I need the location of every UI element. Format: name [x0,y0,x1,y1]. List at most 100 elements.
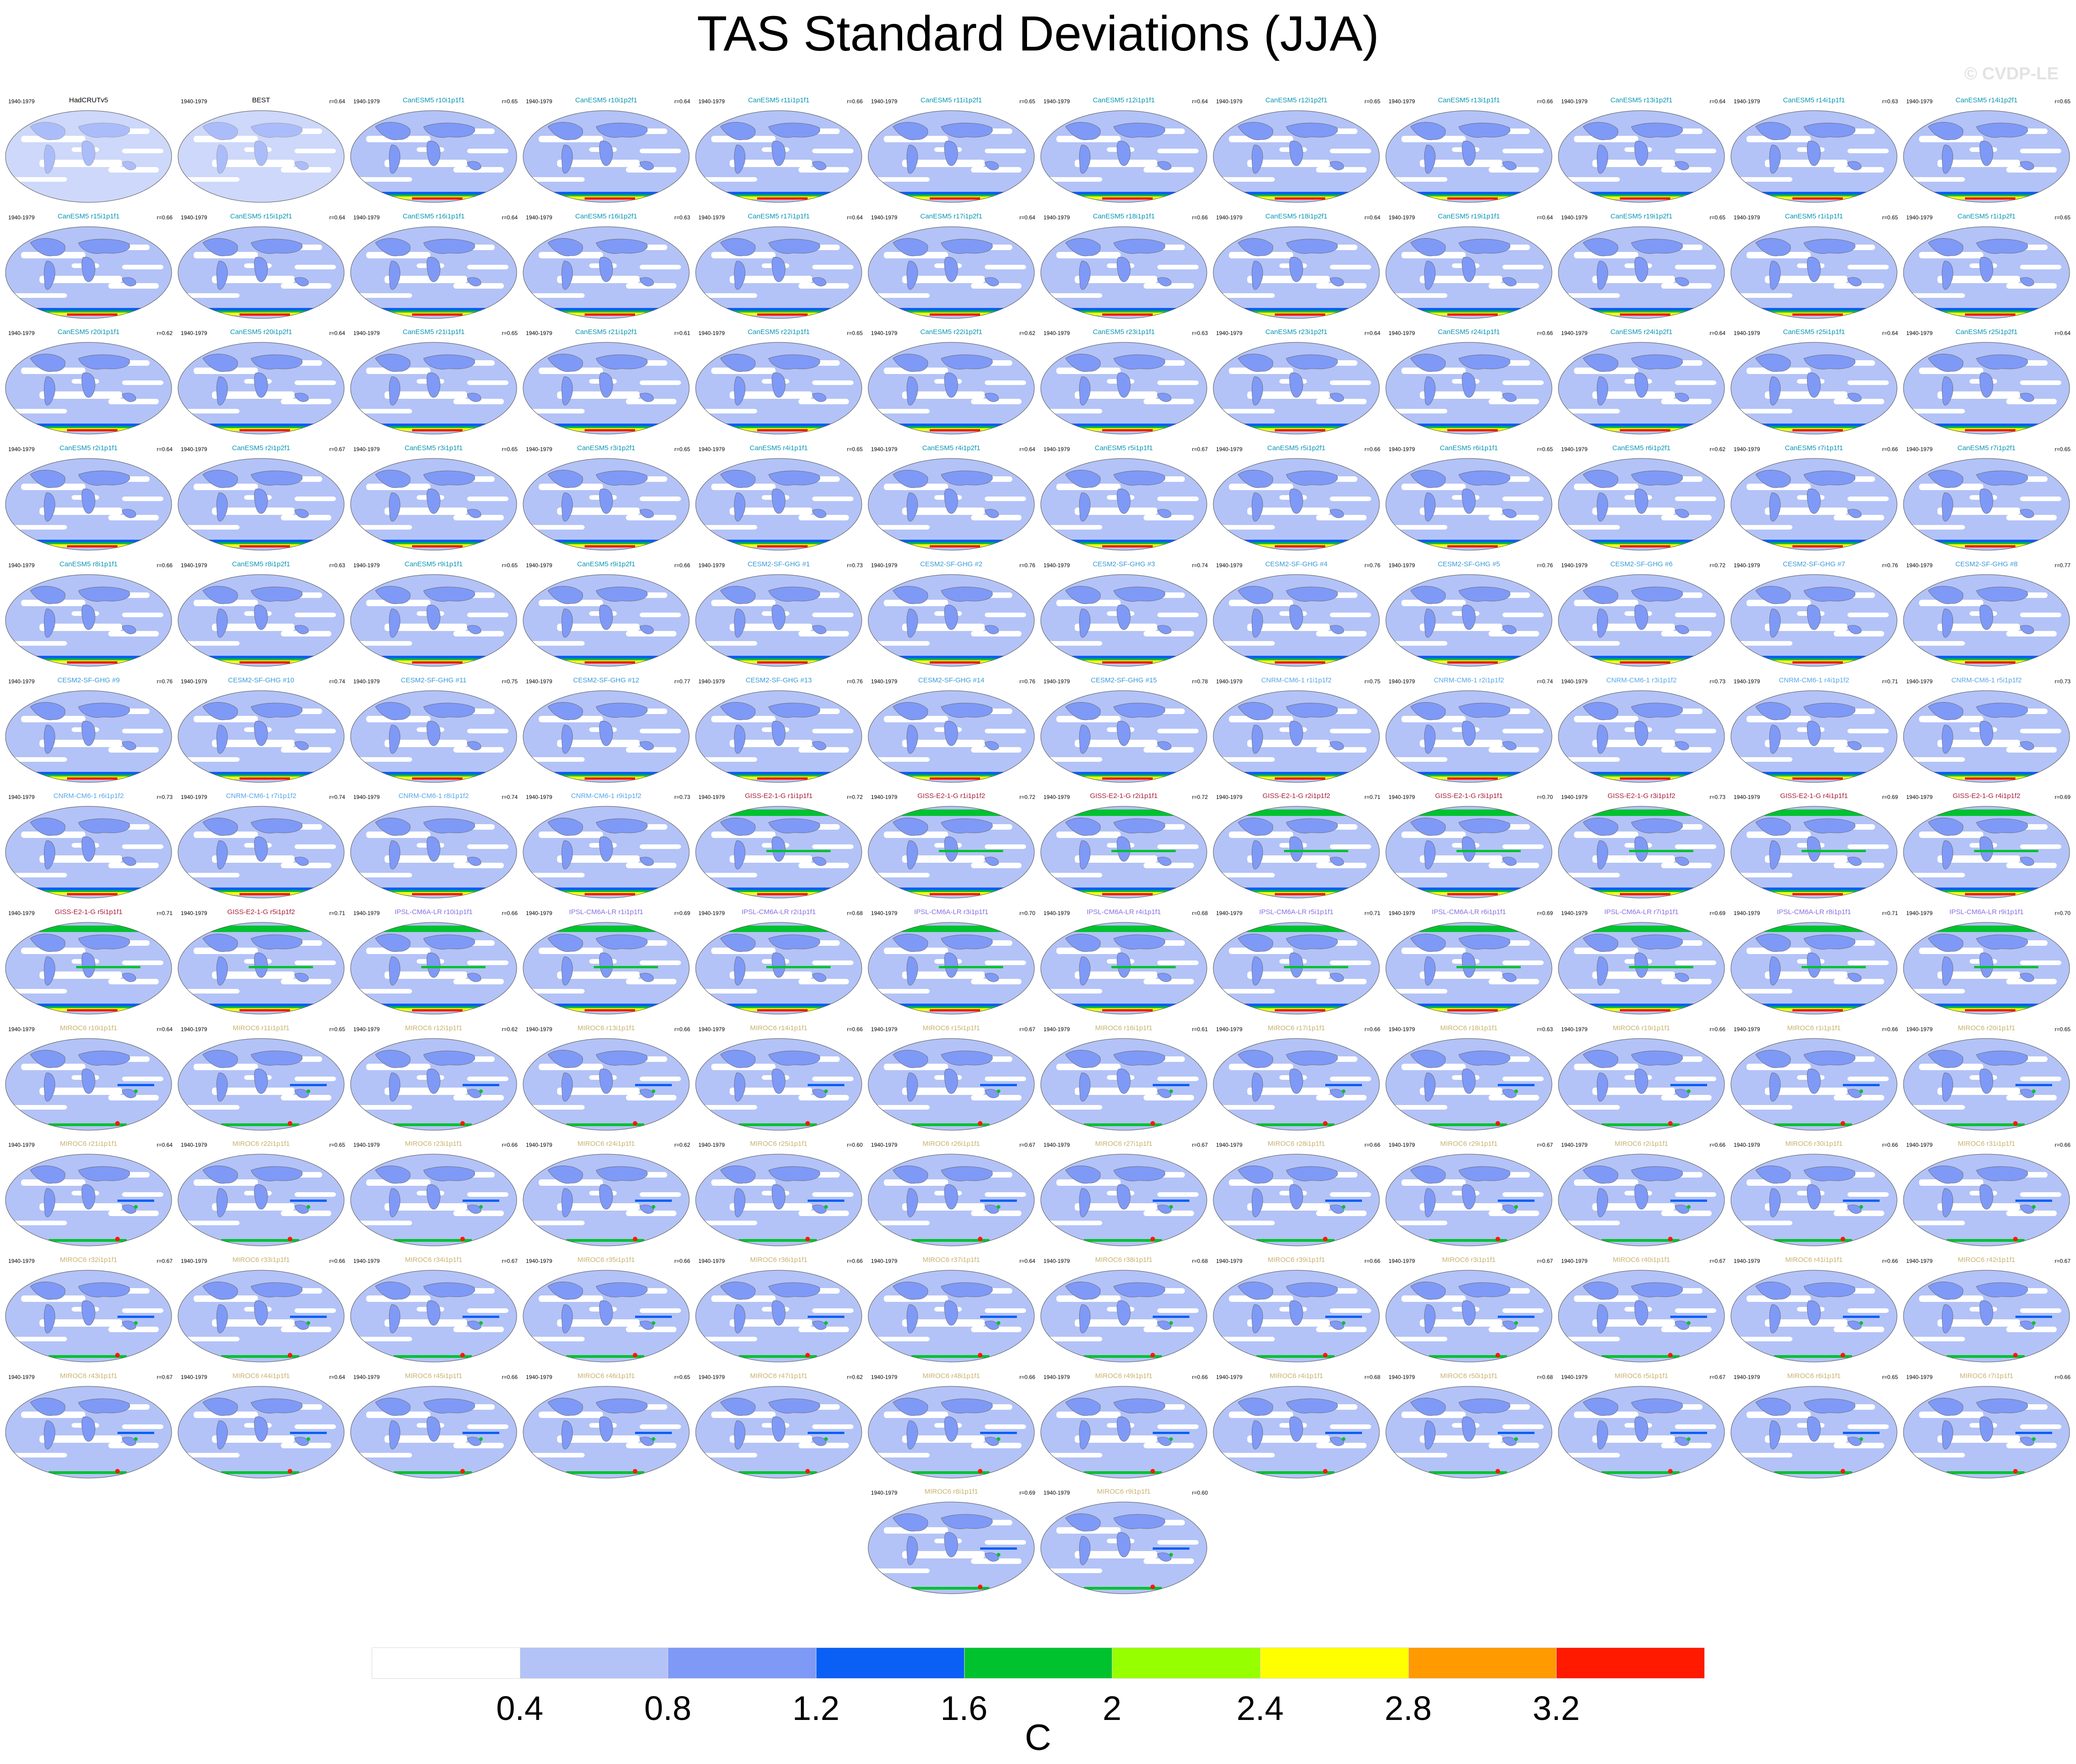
panel-title: CanESM5 r5i1p2f1 [1267,444,1326,452]
map-panel: 1940-1979 GISS-E2-1-G r5i1p1f1 r=0.71 [3,908,174,1016]
map-panel: 1940-1979 CanESM5 r22i1p2f1 r=0.62 [865,328,1037,436]
panel-title: CanESM5 r23i1p2f1 [1265,328,1328,336]
map-panel: 1940-1979 CanESM5 r8i1p1f1 r=0.66 [3,560,174,669]
map-panel: 1940-1979 GISS-E2-1-G r5i1p1f2 r=0.71 [175,908,347,1016]
map-panel: 1940-1979 GISS-E2-1-G r1i1p1f1 r=0.72 [693,792,865,900]
map-panel: 1940-1979 MIROC6 r50i1p1f1 r=0.68 [1383,1372,1555,1480]
map-panel: 1940-1979 CanESM5 r19i1p1f1 r=0.64 [1383,212,1555,321]
map-panel: 1940-1979 CanESM5 r18i1p2f1 r=0.64 [1211,212,1382,321]
panel-pattern-correlation: r=0.74 [329,678,345,685]
map-field [351,806,517,899]
panel-pattern-correlation: r=0.64 [1019,214,1035,221]
panel-title: CanESM5 r15i1p2f1 [230,212,292,220]
panel-years-label: 1940-1979 [181,98,207,105]
map-field [523,342,689,435]
panel-map [1903,1270,2070,1362]
map-panel: 1940-1979 CanESM5 r17i1p2f1 r=0.64 [865,212,1037,321]
map-panel: 1940-1979 MIROC6 r17i1p1f1 r=0.66 [1211,1024,1382,1133]
panel-title: CanESM5 r19i1p1f1 [1438,212,1500,220]
panel-title: GISS-E2-1-G r1i1p1f1 [745,792,813,800]
panel-pattern-correlation: r=0.64 [1364,330,1380,337]
panel-title: GISS-E2-1-G r5i1p1f1 [55,908,123,916]
panel-map [868,922,1035,1015]
panel-map [1903,110,2070,203]
panel-title: IPSL-CM6A-LR r9i1p1f1 [1949,908,2024,916]
panel-years-label: 1940-1979 [181,562,207,569]
panel-years-label: 1940-1979 [871,678,898,685]
panel-title: MIROC6 r27i1p1f1 [1095,1140,1153,1148]
panel-years-label: 1940-1979 [871,214,898,221]
map-field [6,226,172,318]
panel-map [1730,342,1897,435]
panel-pattern-correlation: r=0.66 [1364,1258,1380,1264]
panel-map [1903,1154,2070,1246]
panel-pattern-correlation: r=0.66 [674,1026,690,1033]
panel-map [1730,1270,1897,1362]
panel-title: MIROC6 r37i1p1f1 [922,1256,980,1264]
panel-pattern-correlation: r=0.69 [1537,910,1553,916]
panel-map [5,690,172,782]
map-panel: 1940-1979 CESM2-SF-GHG #10 r=0.74 [175,676,347,785]
panel-years-label: 1940-1979 [1044,214,1070,221]
panel-years-label: 1940-1979 [8,1373,35,1380]
panel-map [1385,1270,1552,1362]
panel-title: CanESM5 r8i1p2f1 [232,560,290,568]
panel-map [350,226,517,319]
panel-years-label: 1940-1979 [698,562,725,569]
colorbar-tick-label: 0.8 [644,1689,692,1727]
panel-title: CESM2-SF-GHG #11 [401,676,467,684]
panel-years-label: 1940-1979 [1734,1258,1760,1264]
panel-map [1040,342,1207,435]
colorbar-tick-label: 3.2 [1532,1689,1580,1727]
panel-title: CanESM5 r21i1p2f1 [575,328,637,336]
map-field [351,226,517,318]
map-field [1731,574,1897,666]
panel-title: GISS-E2-1-G r5i1p1f2 [227,908,295,916]
panel-title: CanESM5 r4i1p2f1 [922,444,981,452]
panel-years-label: 1940-1979 [526,1373,552,1380]
panel-map [695,1386,862,1479]
map-field [1903,690,2070,782]
panel-pattern-correlation: r=0.72 [1019,794,1035,801]
panel-title: CanESM5 r1i1p1f1 [1785,212,1843,220]
panel-title: CanESM5 r19i1p2f1 [1610,212,1673,220]
panel-map [523,1154,690,1246]
panel-title: CNRM-CM6-1 r6i1p1f2 [53,792,124,800]
map-field [1558,342,1724,435]
panel-title: MIROC6 r35i1p1f1 [577,1256,635,1264]
panel-years-label: 1940-1979 [1561,1373,1588,1380]
panel-pattern-correlation: r=0.67 [156,1373,173,1380]
map-field [868,1386,1034,1478]
map-panel: 1940-1979 MIROC6 r24i1p1f1 r=0.62 [520,1140,692,1248]
panel-map [1040,806,1207,899]
map-field [523,1270,689,1362]
map-panel: 1940-1979 MIROC6 r42i1p1f1 r=0.67 [1901,1256,2072,1364]
panel-map [1385,690,1552,782]
panel-title: MIROC6 r4i1p1f1 [1269,1372,1323,1380]
panel-title: MIROC6 r2i1p1f1 [1614,1140,1669,1148]
panel-years-label: 1940-1979 [871,98,898,105]
map-field [1386,1154,1552,1246]
panel-years-label: 1940-1979 [526,1258,552,1264]
map-panel: 1940-1979 CanESM5 r1i1p1f1 r=0.65 [1728,212,1900,321]
panel-years-label: 1940-1979 [1561,214,1588,221]
map-panel: 1940-1979 CanESM5 r20i1p1f1 r=0.62 [3,328,174,436]
panel-pattern-correlation: r=0.67 [502,1258,518,1264]
map-panel: 1940-1979 MIROC6 r13i1p1f1 r=0.66 [520,1024,692,1133]
map-panel: 1940-1979 GISS-E2-1-G r2i1p1f2 r=0.71 [1211,792,1382,900]
panel-title: CanESM5 r9i1p1f1 [404,560,463,568]
panel-title: HadCRUTv5 [69,96,108,104]
map-field [1041,574,1207,666]
panel-pattern-correlation: r=0.65 [1882,214,1898,221]
panel-years-label: 1940-1979 [1044,562,1070,569]
panel-pattern-correlation: r=0.77 [2054,562,2070,569]
map-field [6,574,172,666]
map-field [868,111,1034,202]
colorbar-swatch [1112,1647,1261,1679]
map-panel: 1940-1979 MIROC6 r7i1p1f1 r=0.66 [1901,1372,2072,1480]
map-panel: 1940-1979 MIROC6 r12i1p1f1 r=0.62 [348,1024,519,1133]
map-field [1903,806,2070,899]
panel-title: CanESM5 r20i1p2f1 [230,328,292,336]
panel-title: MIROC6 r41i1p1f1 [1785,1256,1843,1264]
panel-years-label: 1940-1979 [1216,678,1243,685]
